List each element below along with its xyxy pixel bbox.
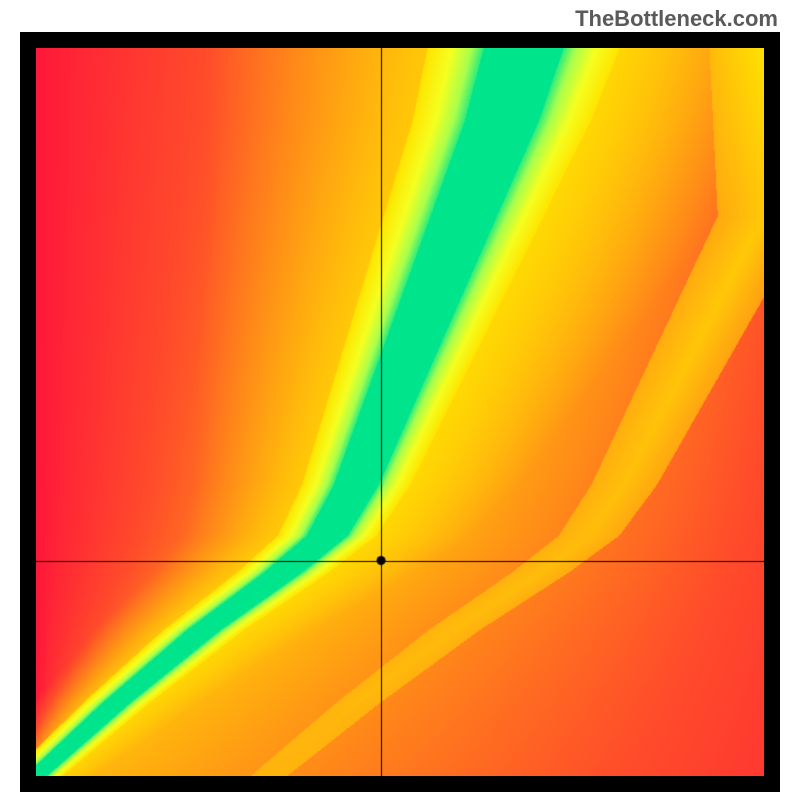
chart-container: TheBottleneck.com <box>0 0 800 800</box>
crosshair-overlay <box>36 48 764 776</box>
heatmap-frame <box>20 32 780 792</box>
watermark-text: TheBottleneck.com <box>575 6 778 32</box>
